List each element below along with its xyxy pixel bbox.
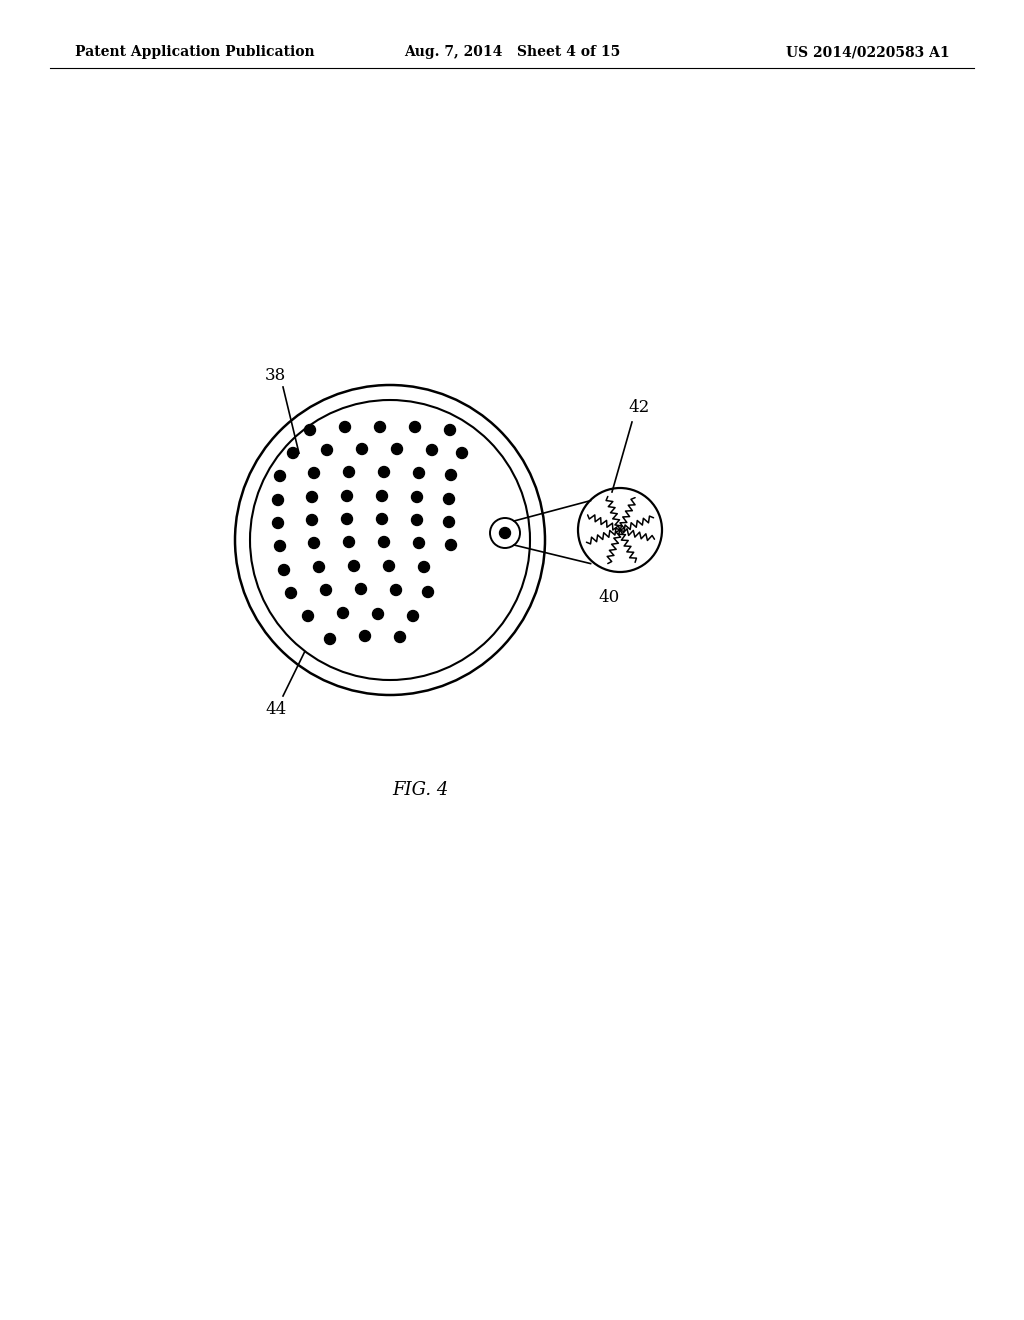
Circle shape: [419, 561, 429, 573]
Circle shape: [379, 466, 389, 478]
Text: 44: 44: [265, 701, 287, 718]
Circle shape: [445, 470, 457, 480]
Circle shape: [379, 536, 389, 548]
Text: FIG. 4: FIG. 4: [392, 781, 449, 799]
Circle shape: [288, 447, 299, 458]
Circle shape: [321, 585, 332, 595]
Circle shape: [308, 537, 319, 549]
Circle shape: [444, 425, 456, 436]
Text: 42: 42: [628, 400, 649, 417]
Circle shape: [375, 421, 385, 433]
Circle shape: [373, 609, 384, 619]
Circle shape: [414, 537, 425, 549]
Circle shape: [384, 561, 394, 572]
Circle shape: [274, 540, 286, 552]
Circle shape: [272, 495, 284, 506]
Text: Aug. 7, 2014   Sheet 4 of 15: Aug. 7, 2014 Sheet 4 of 15: [403, 45, 621, 59]
Circle shape: [445, 540, 457, 550]
Circle shape: [348, 561, 359, 572]
Circle shape: [306, 515, 317, 525]
Circle shape: [286, 587, 297, 598]
Circle shape: [340, 421, 350, 433]
Circle shape: [410, 421, 421, 433]
Circle shape: [341, 513, 352, 524]
Circle shape: [394, 631, 406, 643]
Circle shape: [306, 491, 317, 503]
Circle shape: [443, 494, 455, 504]
Circle shape: [377, 513, 387, 524]
Text: US 2014/0220583 A1: US 2014/0220583 A1: [786, 45, 950, 59]
Circle shape: [355, 583, 367, 594]
Circle shape: [308, 467, 319, 479]
Circle shape: [412, 515, 423, 525]
Circle shape: [274, 470, 286, 482]
Circle shape: [302, 610, 313, 622]
Circle shape: [343, 466, 354, 478]
Circle shape: [279, 565, 290, 576]
Circle shape: [414, 467, 425, 479]
Circle shape: [338, 607, 348, 619]
Circle shape: [457, 447, 468, 458]
Circle shape: [500, 528, 511, 539]
Circle shape: [423, 586, 433, 598]
Circle shape: [341, 491, 352, 502]
Text: Patent Application Publication: Patent Application Publication: [75, 45, 314, 59]
Circle shape: [427, 445, 437, 455]
Circle shape: [356, 444, 368, 454]
Circle shape: [408, 610, 419, 622]
Circle shape: [343, 536, 354, 548]
Circle shape: [377, 491, 387, 502]
Circle shape: [359, 631, 371, 642]
Text: 40: 40: [598, 590, 620, 606]
Circle shape: [313, 561, 325, 573]
Circle shape: [391, 444, 402, 454]
Circle shape: [325, 634, 336, 644]
Circle shape: [443, 516, 455, 528]
Circle shape: [304, 425, 315, 436]
Circle shape: [322, 445, 333, 455]
Circle shape: [272, 517, 284, 528]
Text: 38: 38: [265, 367, 287, 384]
Circle shape: [390, 585, 401, 595]
Circle shape: [412, 491, 423, 503]
